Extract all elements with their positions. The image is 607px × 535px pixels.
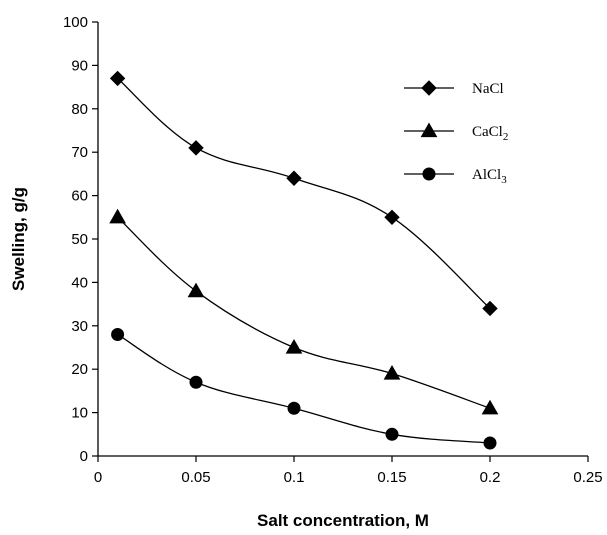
x-tick-label: 0.25 bbox=[573, 469, 602, 486]
legend: NaCl CaCl2 AlCl3 bbox=[404, 80, 508, 186]
x-ticks: 0 0.05 0.1 0.15 0.2 0.25 bbox=[94, 456, 603, 486]
y-tick-label: 30 bbox=[71, 318, 88, 335]
data-point-diamond bbox=[188, 140, 204, 156]
y-tick-label: 0 bbox=[80, 448, 88, 465]
series-line-1 bbox=[117, 216, 491, 409]
series-markers bbox=[109, 70, 499, 450]
legend-marker-diamond bbox=[421, 80, 437, 96]
legend-marker-circle bbox=[422, 167, 436, 181]
y-tick-label: 40 bbox=[71, 274, 88, 291]
data-point-diamond bbox=[286, 170, 302, 186]
x-tick-label: 0.15 bbox=[377, 469, 406, 486]
y-tick-label: 80 bbox=[71, 101, 88, 118]
y-tick-label: 100 bbox=[63, 14, 88, 31]
y-tick-label: 60 bbox=[71, 188, 88, 205]
data-point-triangle bbox=[109, 208, 126, 224]
y-ticks: 0 10 20 30 40 50 60 70 80 90 100 bbox=[63, 14, 98, 465]
legend-label: AlCl3 bbox=[472, 167, 507, 186]
legend-label: CaCl2 bbox=[472, 124, 508, 143]
y-tick-label: 70 bbox=[71, 144, 88, 161]
data-point-triangle bbox=[383, 365, 401, 380]
data-point-triangle bbox=[187, 282, 205, 298]
x-tick-label: 0 bbox=[94, 469, 102, 486]
legend-label: NaCl bbox=[472, 81, 504, 97]
data-point-triangle bbox=[481, 399, 499, 415]
series-line-0 bbox=[117, 77, 491, 309]
x-tick-label: 0.1 bbox=[284, 469, 305, 486]
data-point-diamond bbox=[109, 70, 126, 87]
data-point-circle bbox=[385, 427, 399, 441]
x-tick-label: 0.2 bbox=[480, 469, 501, 486]
y-tick-label: 90 bbox=[71, 57, 88, 74]
y-tick-label: 10 bbox=[71, 405, 88, 422]
legend-marker-triangle bbox=[420, 122, 438, 138]
data-point-circle bbox=[287, 401, 301, 415]
y-tick-label: 50 bbox=[71, 231, 88, 248]
axes bbox=[97, 22, 588, 457]
x-tick-label: 0.05 bbox=[181, 469, 210, 486]
y-axis-title: Swelling, g/g bbox=[9, 187, 28, 291]
data-point-circle bbox=[189, 375, 203, 389]
data-point-diamond bbox=[482, 300, 498, 317]
data-point-diamond bbox=[384, 209, 400, 226]
data-point-triangle bbox=[285, 338, 303, 354]
y-tick-label: 20 bbox=[71, 361, 88, 378]
data-point-circle bbox=[483, 436, 497, 450]
x-axis-title: Salt concentration, M bbox=[257, 511, 429, 530]
data-point-circle bbox=[111, 327, 125, 341]
